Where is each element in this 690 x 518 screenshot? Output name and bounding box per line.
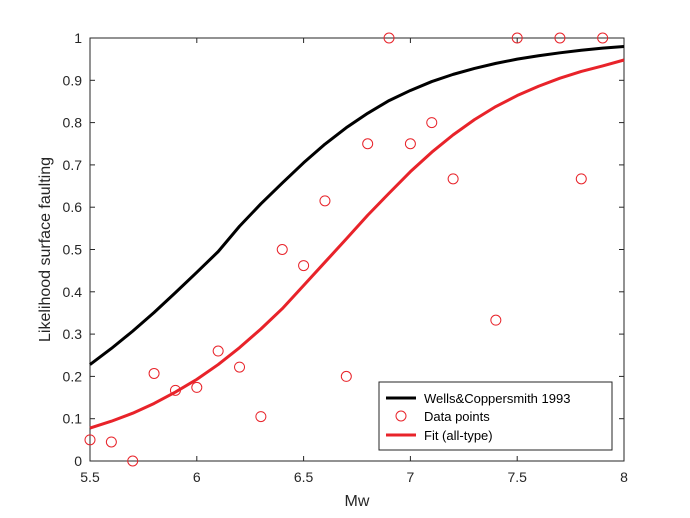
y-tick-label: 0.9	[63, 72, 83, 88]
data-point	[490, 314, 502, 326]
data-point	[234, 361, 246, 373]
legend-label-data-points: Data points	[424, 409, 490, 424]
y-tick-label: 1	[74, 30, 82, 46]
x-tick-label: 7.5	[507, 469, 527, 485]
x-tick-label: 6	[193, 469, 201, 485]
data-point	[362, 138, 374, 150]
y-tick-label: 0.2	[63, 368, 83, 384]
x-tick-label: 5.5	[80, 469, 100, 485]
y-tick-label: 0	[74, 453, 82, 469]
y-tick-label: 0.3	[63, 326, 83, 342]
x-tick-label: 6.5	[294, 469, 314, 485]
y-tick-label: 0.8	[63, 115, 83, 131]
series-layer	[84, 32, 625, 467]
series-line-fit-all-type	[89, 58, 625, 430]
data-point	[383, 32, 395, 44]
data-point	[597, 32, 609, 44]
y-tick-label: 0.7	[63, 157, 83, 173]
legend: Wells&Coppersmith 1993 Data points Fit (…	[378, 381, 613, 451]
data-point	[212, 345, 224, 357]
x-tick-label: 8	[620, 469, 628, 485]
data-point	[511, 32, 523, 44]
axis-ticks: 5.5 6 6.5 7 7.5 8 0 0.1 0.2 0.3 0.4 0.5 0.6 0.7 0.8 0.9…	[63, 30, 629, 485]
legend-label-wells-coppersmith: Wells&Coppersmith 1993	[424, 391, 570, 406]
y-tick-label: 0.1	[63, 411, 83, 427]
data-point	[298, 260, 310, 272]
data-point	[575, 173, 587, 185]
data-point	[319, 195, 331, 207]
legend-swatch-data-points	[395, 410, 407, 422]
data-point	[340, 370, 352, 382]
x-axis-title: Mw	[345, 493, 370, 510]
data-point	[84, 434, 96, 446]
data-point	[276, 244, 288, 255]
y-tick-label: 0.5	[63, 242, 83, 258]
legend-label-fit-all-type: Fit (all-type)	[424, 428, 493, 443]
legend-box	[378, 381, 613, 451]
data-point	[105, 436, 117, 448]
y-tick-label: 0.4	[63, 284, 83, 300]
data-point	[255, 411, 267, 423]
data-point	[191, 381, 203, 393]
data-point	[404, 138, 416, 150]
y-axis-title: Likelihood surface faulting	[37, 157, 54, 342]
data-point	[127, 455, 139, 467]
x-tick-label: 7	[407, 469, 415, 485]
series-line-wells-coppersmith-1993	[89, 44, 625, 366]
data-point	[554, 32, 566, 44]
data-point	[426, 117, 438, 129]
y-tick-label: 0.6	[63, 199, 83, 215]
data-point	[148, 367, 160, 379]
data-point	[447, 173, 459, 185]
